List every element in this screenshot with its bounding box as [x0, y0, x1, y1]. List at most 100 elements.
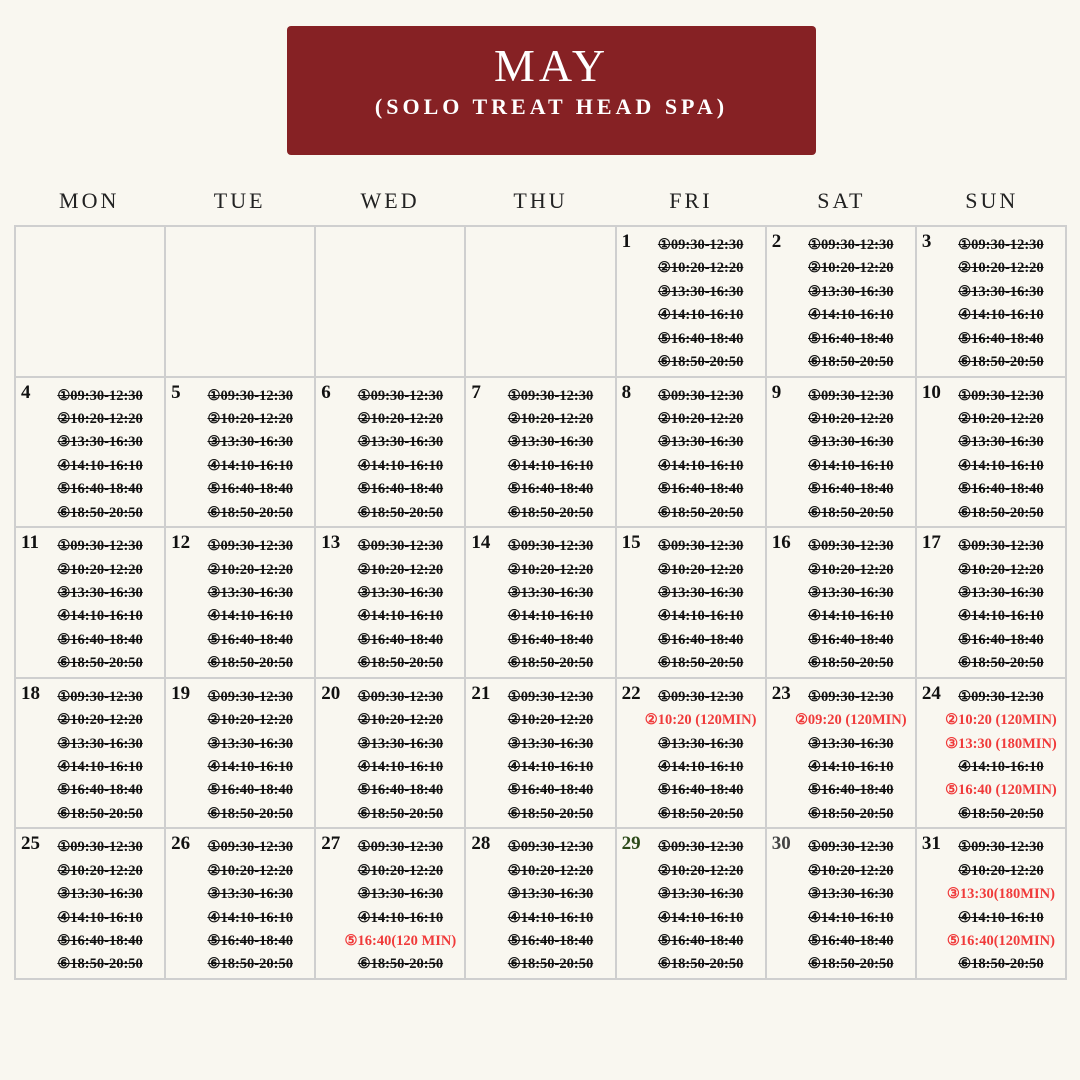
slot-booked: ①09:30-12:30 — [507, 839, 594, 856]
slot-booked: ③13:30-16:30 — [57, 735, 143, 752]
slot-booked: ③13:30-16:30 — [507, 434, 594, 451]
slot-booked: ③13:30-16:30 — [507, 886, 594, 903]
day-cell: 13 ①09:30-12:30 ②10:20-12:20 ③13:30-16:30 ④1… — [315, 527, 466, 678]
month-title: MAY — [493, 40, 610, 91]
slot-booked: ①09:30-12:30 — [958, 839, 1044, 856]
weekday-tue: TUE — [213, 188, 266, 213]
day-cell: 27 ①09:30-12:30 ②10:20-12:20 ③13:30-16:30 ④1… — [315, 828, 466, 979]
slot-booked: ③13:30-16:30 — [808, 585, 894, 601]
day-number: 14 — [471, 532, 491, 554]
slot-list: ①09:30-12:30 ②10:20-12:20 ③13:30-16:30 ④14:… — [38, 535, 162, 675]
slot-booked: ⑥18:50-20:50 — [657, 354, 744, 371]
slot-booked: ②10:20-12:20 — [808, 411, 894, 427]
slot-booked: ⑥18:50-20:50 — [357, 504, 444, 521]
slot-booked: ③13:30-16:30 — [958, 283, 1044, 300]
slot-booked: ①09:30-12:30 — [958, 538, 1044, 555]
empty-cell — [465, 226, 616, 377]
day-number: 21 — [471, 682, 491, 704]
slot-booked: ⑤16:40-18:40 — [507, 933, 594, 950]
slot-booked: ⑤16:40-18:40 — [57, 933, 143, 950]
day-cell: 1 ①09:30-12:30 ②10:20-12:20 ③13:30-16:30 ④14… — [615, 226, 766, 377]
slot-booked: ④14:10-16:10 — [958, 307, 1044, 324]
weekday-thu: THU — [513, 188, 568, 213]
slot-booked: ③13:30-16:30 — [207, 735, 293, 752]
slot-booked: ②10:20-12:20 — [57, 712, 143, 729]
slot-booked: ①09:30-12:30 — [57, 688, 143, 705]
slot-booked: ④14:10-16:10 — [57, 759, 143, 776]
slot-list: ①09:30-12:30 ②10:20-12:20 ③13:30-16:30 ④14:… — [188, 686, 312, 826]
day-cell: 28 ①09:30-12:30 ②10:20-12:20 ③13:30-16:30 ④1… — [465, 828, 616, 979]
day-cell: 23 ①09:30-12:30 ②09:20 (120MIN) ③13:30-16:3… — [765, 677, 916, 829]
day-cell: 12 ①09:30-12:30 ②10:20-12:20 ③13:30-16:30 ④1… — [165, 527, 316, 678]
slot-booked: ①09:30-12:30 — [657, 688, 744, 705]
slot-booked: ②10:20-12:20 — [657, 862, 744, 879]
slot-booked: ⑤16:40-18:40 — [207, 481, 293, 498]
slot-list: ①09:30-12:30 ②10:20-12:20 ③13:30-16:30 ④14:… — [188, 836, 312, 976]
slot-booked: ④14:10-16:10 — [207, 608, 293, 625]
weekday-mon: MON — [59, 188, 120, 213]
slot-list: ①09:30-12:30 ②10:20-12:20 ③13:30-16:30 ④14:… — [488, 836, 612, 976]
day-number: 31 — [921, 833, 941, 855]
slot-booked: ②10:20-12:20 — [808, 862, 894, 879]
slot-booked: ①09:30-12:30 — [657, 237, 744, 253]
slot-booked: ④14:10-16:10 — [958, 909, 1044, 926]
slot-booked: ①09:30-12:30 — [507, 538, 594, 555]
day-number: 24 — [921, 682, 941, 704]
slot-list: ①09:30-12:30 ②10:20-12:20 ③13:30-16:30 ④14:… — [338, 836, 462, 976]
slot-booked: ④14:10-16:10 — [507, 759, 594, 776]
subtitle: (SOLO TREAT HEAD SPA) — [374, 94, 729, 119]
slot-booked: ①09:30-12:30 — [657, 839, 744, 856]
slot-available[interactable]: ②10:20 (120MIN) — [644, 712, 757, 729]
slot-list: ①09:30-12:30 ②10:20-12:20 ③13:30-16:30 ④14:… — [939, 535, 1063, 675]
slot-booked: ①09:30-12:30 — [357, 538, 444, 555]
day-number: 10 — [921, 381, 941, 403]
slot-booked: ⑥18:50-20:50 — [57, 655, 143, 672]
day-number: 30 — [771, 833, 791, 855]
slot-booked: ⑥18:50-20:50 — [808, 956, 894, 973]
day-cell: 3 ①09:30-12:30 ②10:20-12:20 ③13:30-16:30 ④14… — [915, 226, 1066, 377]
day-number: 15 — [621, 532, 641, 554]
day-number: 16 — [771, 532, 791, 554]
slot-available[interactable]: ⑤16:40 (120MIN) — [945, 782, 1057, 799]
slot-booked: ④14:10-16:10 — [808, 608, 894, 625]
slot-available[interactable]: ⑤16:40(120 MIN) — [344, 933, 457, 950]
day-cell: 31 ①09:30-12:30 ②10:20-12:20 ③13:30(180MIN)… — [915, 828, 1066, 979]
slot-available[interactable]: ⑤16:40(120MIN) — [946, 933, 1055, 950]
slot-booked: ②10:20-12:20 — [958, 862, 1044, 879]
slot-booked: ⑥18:50-20:50 — [57, 956, 143, 973]
weekday-wed: WED — [360, 188, 420, 213]
slot-booked: ⑥18:50-20:50 — [808, 354, 894, 371]
slot-available[interactable]: ②10:20 (120MIN) — [945, 712, 1057, 729]
slot-booked: ⑤16:40-18:40 — [808, 782, 894, 799]
slot-booked: ③13:30-16:30 — [57, 434, 143, 451]
slot-booked: ④14:10-16:10 — [57, 608, 143, 625]
slot-booked: ⑥18:50-20:50 — [507, 956, 594, 973]
slot-booked: ④14:10-16:10 — [657, 759, 744, 776]
slot-booked: ⑥18:50-20:50 — [207, 805, 293, 822]
slot-booked: ⑥18:50-20:50 — [507, 504, 594, 521]
slot-available[interactable]: ③13:30(180MIN) — [946, 886, 1055, 903]
slot-booked: ⑤16:40-18:40 — [57, 481, 143, 498]
slot-list: ①09:30-12:30 ②10:20-12:20 ③13:30-16:30 ④14:… — [639, 535, 763, 675]
day-number: 1 — [621, 231, 632, 252]
slot-booked: ③13:30-16:30 — [207, 886, 293, 903]
slot-booked: ④14:10-16:10 — [507, 909, 594, 926]
day-number: 25 — [21, 833, 40, 855]
slot-booked: ⑤16:40-18:40 — [57, 631, 143, 648]
empty-cell — [15, 226, 166, 377]
slot-booked: ①09:30-12:30 — [808, 538, 894, 555]
slot-list: ①09:30-12:30 ②10:20-12:20 ③13:30-16:30 ④14:… — [338, 385, 462, 525]
slot-booked: ②10:20-12:20 — [207, 712, 293, 729]
day-cell: 30 ①09:30-12:30 ②10:20-12:20 ③13:30-16:30 ④1… — [765, 828, 916, 979]
slot-available[interactable]: ③13:30 (180MIN) — [945, 735, 1057, 752]
slot-available[interactable]: ②09:20 (120MIN) — [794, 712, 907, 729]
slot-booked: ④14:10-16:10 — [808, 307, 894, 324]
slot-booked: ②10:20-12:20 — [357, 862, 444, 879]
slot-list: ①09:30-12:30 ②10:20-12:20 ③13:30-16:30 ④14:… — [38, 836, 162, 976]
day-number: 19 — [171, 682, 191, 704]
slot-booked: ⑥18:50-20:50 — [507, 805, 594, 822]
slot-booked: ⑥18:50-20:50 — [958, 655, 1044, 672]
slot-booked: ⑤16:40-18:40 — [207, 933, 293, 950]
slot-booked: ②10:20-12:20 — [207, 561, 293, 578]
day-number: 3 — [921, 231, 932, 252]
